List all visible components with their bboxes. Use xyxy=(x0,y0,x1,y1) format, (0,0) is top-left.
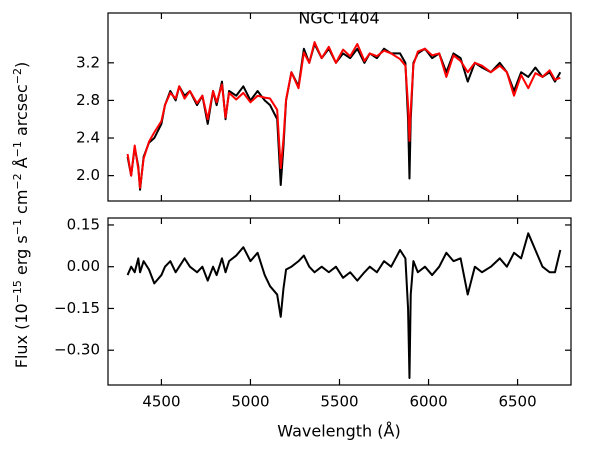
y-tick-label: −0.15 xyxy=(54,299,100,317)
spectrum-line xyxy=(126,232,562,380)
plot-area xyxy=(126,232,562,380)
y-tick-label: 2.4 xyxy=(76,129,100,147)
spectrum-line xyxy=(126,43,562,191)
x-tick-label: 4500 xyxy=(142,393,180,411)
spectrum-line xyxy=(126,41,561,189)
y-axis-label-part: erg s xyxy=(12,235,31,280)
y-axis-label-part: Å xyxy=(12,157,31,173)
y-axis-label-part: −1 xyxy=(11,219,24,235)
y-axis-label-part: −15 xyxy=(11,280,24,303)
axes-frame xyxy=(107,217,572,386)
y-tick-label: −0.30 xyxy=(54,341,100,359)
y-axis-label: Flux (10−15 erg s−1 cm−2 Å−1 arcsec−2) xyxy=(11,62,31,369)
y-tick-label: 2.0 xyxy=(76,166,100,184)
x-axis-label: Wavelength (Å) xyxy=(277,422,400,441)
x-tick-label: 6500 xyxy=(498,393,536,411)
y-axis-label-part: ) xyxy=(12,62,31,68)
y-tick-label: 2.8 xyxy=(76,91,100,109)
y-axis-label-part: Flux (10 xyxy=(12,303,31,368)
y-tick-label: 3.2 xyxy=(76,53,100,71)
x-tick-label: 5500 xyxy=(320,393,358,411)
plot-area xyxy=(126,41,562,191)
axes-frame xyxy=(107,12,572,202)
y-tick-label: 0.15 xyxy=(67,215,100,233)
y-axis-label-part: cm xyxy=(12,190,31,219)
y-axis-label-part: −2 xyxy=(11,173,24,189)
y-axis-label-part: −2 xyxy=(11,68,24,84)
y-axis-label-part: arcsec xyxy=(12,84,31,141)
y-tick-label: 0.00 xyxy=(67,257,100,275)
x-tick-label: 5000 xyxy=(231,393,269,411)
y-axis-label-part: −1 xyxy=(11,141,24,157)
x-tick-label: 6000 xyxy=(409,393,447,411)
